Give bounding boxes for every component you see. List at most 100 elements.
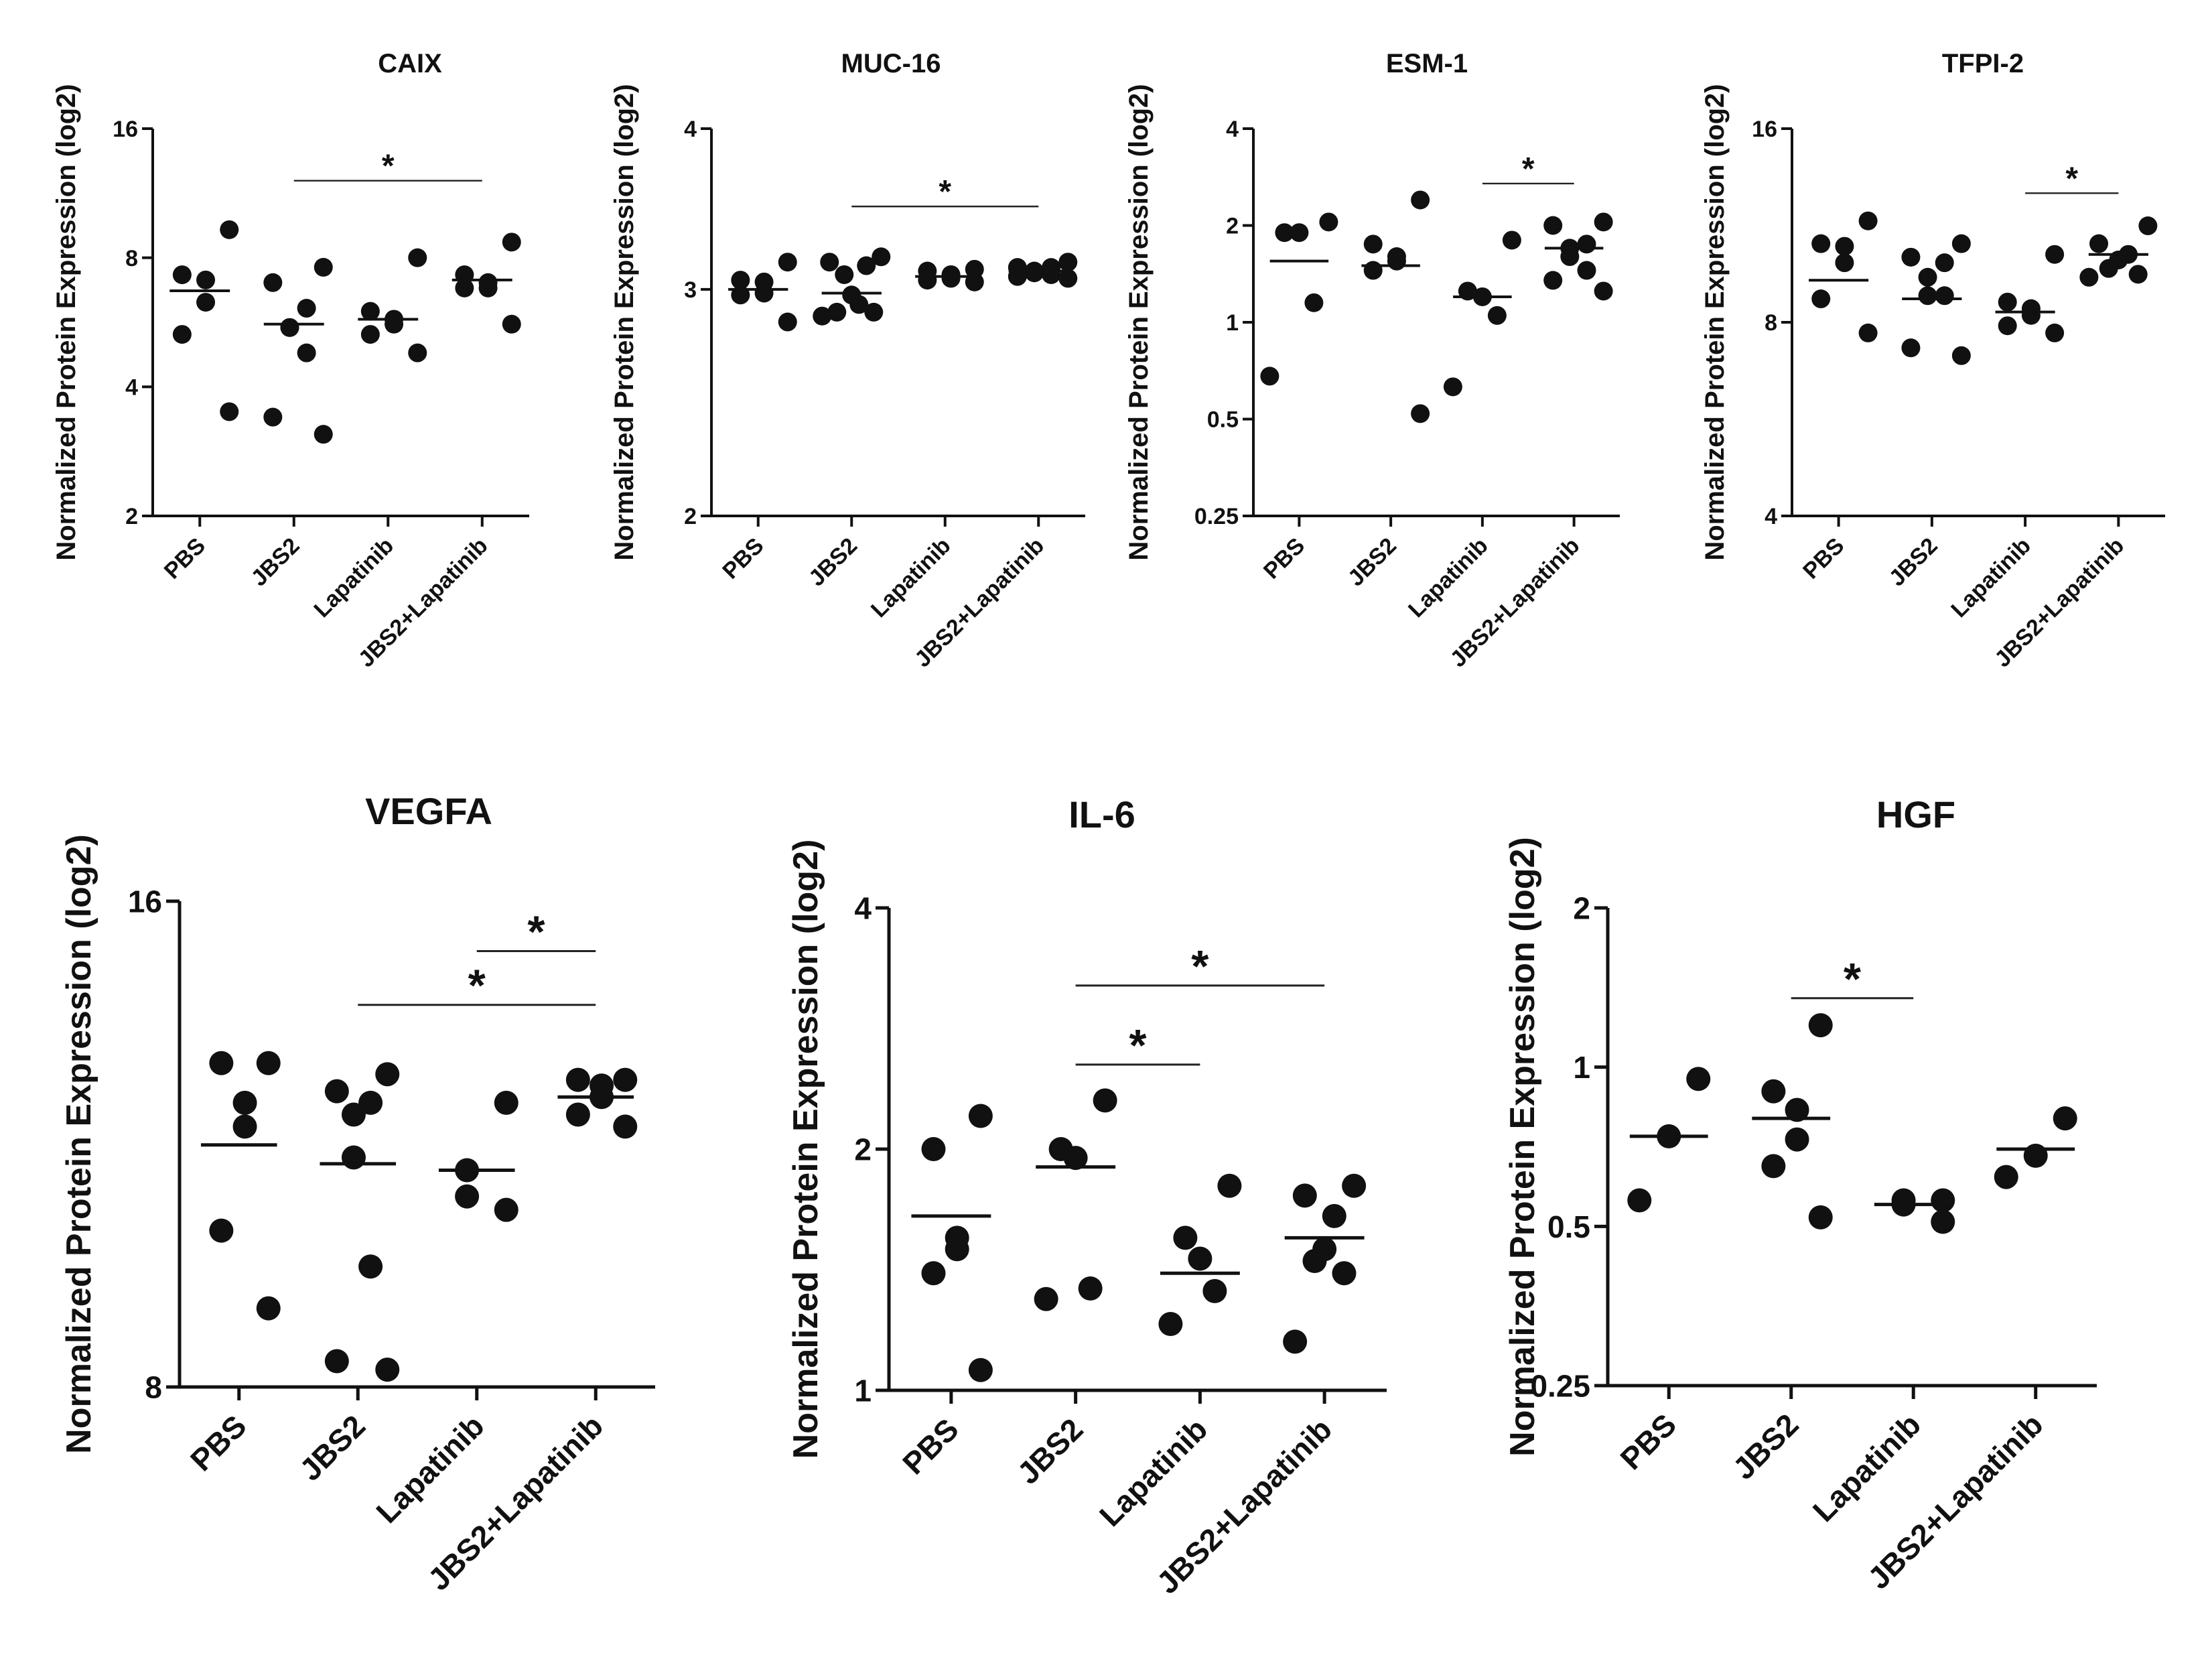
x-category-label: JBS2 <box>1884 533 1943 591</box>
data-point <box>408 248 427 267</box>
data-point <box>1202 1278 1227 1303</box>
y-tick-label: 0.5 <box>1547 1209 1590 1244</box>
data-point <box>2138 216 2158 236</box>
data-point <box>220 220 239 239</box>
data-point <box>502 314 521 334</box>
data-point <box>385 314 404 334</box>
data-point <box>1858 323 1878 342</box>
y-tick-label: 4 <box>854 891 872 926</box>
data-point <box>360 302 380 321</box>
data-point <box>1543 271 1563 290</box>
data-point <box>1761 1079 1786 1104</box>
data-point <box>813 306 832 326</box>
y-axis-label: Normalized Protein Expression (log2) <box>52 84 81 560</box>
data-point <box>1487 306 1507 325</box>
data-point <box>478 278 498 297</box>
data-point <box>2099 259 2118 278</box>
y-tick-label: 1 <box>1226 310 1239 336</box>
data-point <box>375 1062 400 1087</box>
data-point <box>256 1296 281 1321</box>
data-point <box>2045 323 2065 342</box>
y-tick-label: 4 <box>684 117 697 142</box>
data-point <box>263 273 283 292</box>
y-tick-label: 16 <box>113 117 138 142</box>
data-point <box>613 1067 638 1092</box>
data-point <box>1292 1183 1317 1208</box>
y-axis-label: Normalized Protein Expression (log2) <box>1700 84 1730 560</box>
chart-panel-hgf: HGF Normalized Protein Expression (log2)0… <box>1503 793 2097 1595</box>
y-tick-label: 0.25 <box>1530 1369 1590 1404</box>
x-category-label: PBS <box>1798 533 1849 584</box>
data-point <box>1811 234 1831 253</box>
data-point <box>314 425 333 444</box>
significance-star: * <box>939 174 951 210</box>
y-tick-label: 8 <box>145 1370 162 1405</box>
data-point <box>1342 1173 1367 1198</box>
data-point <box>1363 261 1383 280</box>
data-point <box>256 1051 281 1075</box>
data-point <box>220 402 239 421</box>
data-point <box>1260 367 1280 386</box>
x-category-label: Lapatinib <box>866 533 956 622</box>
y-tick-label: 4 <box>1226 117 1239 142</box>
data-point <box>297 299 316 318</box>
data-point <box>1931 1188 1955 1213</box>
significance-star: * <box>468 961 486 1011</box>
data-point <box>360 325 380 344</box>
y-tick-label: 16 <box>128 884 162 919</box>
data-point <box>408 343 427 362</box>
data-point <box>1443 377 1462 397</box>
data-point <box>1577 235 1596 254</box>
data-point <box>1387 251 1406 271</box>
data-point <box>1931 1209 1955 1234</box>
data-point <box>341 1102 366 1127</box>
x-category-label: Lapatinib <box>369 1408 490 1530</box>
data-point <box>502 233 521 252</box>
chart-title: IL-6 <box>1068 793 1135 836</box>
data-point <box>196 270 216 289</box>
data-point <box>835 265 854 284</box>
data-point <box>941 269 961 288</box>
data-point <box>1785 1098 1809 1122</box>
data-point <box>1918 267 1937 287</box>
data-point <box>455 278 474 297</box>
data-point <box>1901 338 1921 358</box>
data-point <box>209 1051 234 1075</box>
data-point <box>1686 1067 1711 1091</box>
chart-title: CAIX <box>378 49 442 78</box>
data-point <box>209 1218 234 1243</box>
data-point <box>494 1197 519 1222</box>
y-tick-label: 8 <box>125 246 138 271</box>
chart-panel-caix: CAIX Normalized Protein Expression (log2)… <box>52 49 529 672</box>
chart-title: MUC-16 <box>841 49 941 78</box>
x-category-label: PBS <box>896 1412 965 1481</box>
data-point <box>1322 1203 1346 1228</box>
x-category-label: Lapatinib <box>1806 1407 1927 1528</box>
data-point <box>232 1090 257 1115</box>
y-axis-label: Normalized Protein Expression (log2) <box>610 84 639 560</box>
y-tick-label: 2 <box>1226 214 1239 239</box>
data-point <box>1319 212 1338 232</box>
data-point <box>341 1145 366 1170</box>
data-point <box>2021 306 2041 325</box>
data-point <box>849 295 869 314</box>
data-point <box>1217 1173 1242 1198</box>
data-point <box>1173 1225 1198 1250</box>
data-point <box>1935 286 1954 306</box>
data-point <box>778 312 797 332</box>
data-point <box>1502 230 1521 250</box>
data-point <box>1951 234 1971 253</box>
y-tick-label: 3 <box>684 277 697 303</box>
x-category-label: Lapatinib <box>309 533 399 622</box>
data-point <box>196 293 216 312</box>
significance-star: * <box>2065 161 2078 196</box>
data-point <box>1594 212 1613 232</box>
data-point <box>968 1357 993 1382</box>
chart-panel-tfpi-2: TFPI-2 Normalized Protein Expression (log… <box>1700 49 2165 672</box>
data-point <box>1577 261 1596 280</box>
y-axis-label: Normalized Protein Expression (log2) <box>1503 837 1542 1457</box>
data-point <box>1063 1146 1088 1171</box>
data-point <box>1560 247 1580 267</box>
data-point <box>2128 265 2148 284</box>
chart-title: VEGFA <box>365 790 492 832</box>
